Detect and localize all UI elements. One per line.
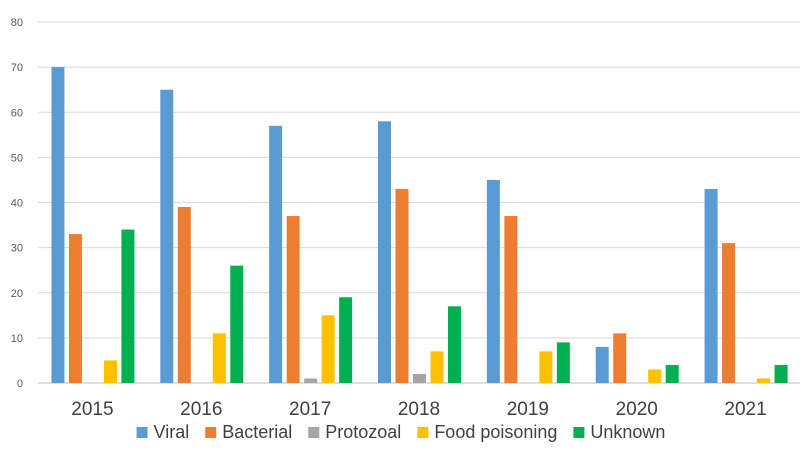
bar-food-poisoning-2019	[539, 351, 552, 383]
x-tick-label-2019: 2019	[507, 399, 549, 420]
bar-bacterial-2015	[69, 234, 82, 383]
bar-unknown-2019	[557, 342, 570, 383]
bar-viral-2020	[596, 347, 609, 383]
x-axis-ticks: 2015 2016 2017 2018 2019 2020 2021	[71, 399, 766, 420]
bar-viral-2018	[378, 121, 391, 383]
legend-label-bacterial: Bacterial	[222, 422, 292, 442]
y-tick-label: 60	[11, 107, 23, 119]
bar-bacterial-2018	[396, 189, 409, 383]
legend-swatch-bacterial	[205, 427, 216, 438]
x-tick-label-2018: 2018	[398, 399, 440, 420]
legend-swatch-viral	[137, 427, 148, 438]
x-tick-label-2016: 2016	[180, 399, 222, 420]
legend: Viral Bacterial Protozoal Food poisoning Unk…	[137, 422, 666, 442]
bar-food-poisoning-2018	[431, 351, 444, 383]
legend-swatch-protozoal	[308, 427, 319, 438]
legend-label-food-poisoning: Food poisoning	[434, 422, 557, 442]
bar-unknown-2017	[339, 297, 352, 383]
y-tick-label: 0	[17, 378, 23, 390]
bar-bacterial-2017	[287, 216, 300, 383]
bar-viral-2017	[269, 126, 282, 383]
bar-food-poisoning-2016	[213, 333, 226, 383]
bar-unknown-2021	[775, 365, 788, 383]
legend-label-unknown: Unknown	[590, 422, 665, 442]
bar-unknown-2020	[666, 365, 679, 383]
y-tick-label: 80	[11, 17, 23, 29]
bar-viral-2021	[705, 189, 718, 383]
bar-protozoal-2018	[413, 374, 426, 383]
y-tick-label: 70	[11, 62, 23, 74]
y-tick-label: 40	[11, 198, 23, 210]
legend-swatch-unknown	[573, 427, 584, 438]
legend-swatch-food-poisoning	[417, 427, 428, 438]
bar-viral-2015	[51, 67, 64, 383]
bar-viral-2016	[160, 90, 173, 383]
x-tick-label-2015: 2015	[71, 399, 113, 420]
bar-food-poisoning-2015	[104, 360, 117, 383]
bar-bacterial-2021	[722, 243, 735, 383]
bar-bacterial-2016	[178, 207, 191, 383]
bar-unknown-2016	[230, 266, 243, 383]
y-tick-label: 50	[11, 152, 23, 164]
bar-unknown-2018	[448, 306, 461, 383]
x-tick-label-2020: 2020	[616, 399, 658, 420]
bar-food-poisoning-2020	[648, 369, 661, 383]
bar-food-poisoning-2017	[322, 315, 335, 383]
gridlines	[38, 22, 800, 383]
y-tick-label: 20	[11, 288, 23, 300]
y-tick-label: 30	[11, 243, 23, 255]
bar-bacterial-2019	[504, 216, 517, 383]
bar-food-poisoning-2021	[757, 378, 770, 383]
legend-label-protozoal: Protozoal	[325, 422, 401, 442]
x-tick-label-2017: 2017	[289, 399, 331, 420]
y-axis-ticks: 0 10 20 30 40 50 60 70 80	[11, 17, 23, 390]
x-tick-label-2021: 2021	[724, 399, 766, 420]
bar-bacterial-2020	[613, 333, 626, 383]
bar-viral-2019	[487, 180, 500, 383]
legend-label-viral: Viral	[154, 422, 190, 442]
bar-protozoal-2017	[304, 378, 317, 383]
bars	[51, 67, 787, 383]
bar-unknown-2015	[121, 230, 134, 383]
y-tick-label: 10	[11, 333, 23, 345]
